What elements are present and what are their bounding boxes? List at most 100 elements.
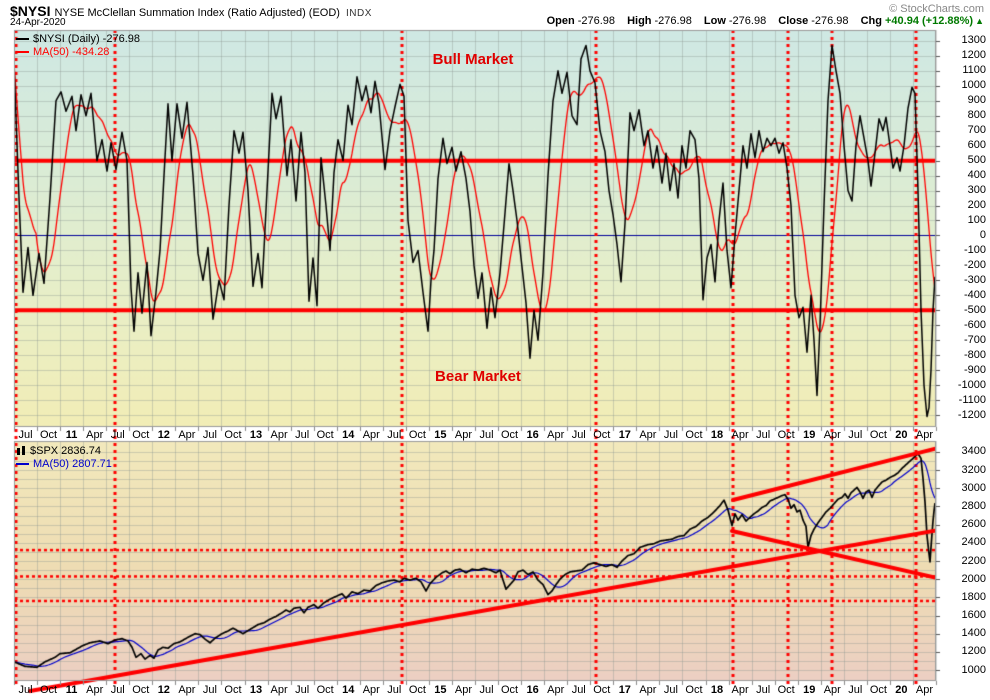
date-tick-label: Jul — [387, 429, 402, 441]
date-tick-label: Oct — [685, 429, 703, 441]
date-tick-label: Apr — [454, 684, 473, 696]
spx-y-tick-label: 2000 — [961, 572, 986, 585]
date-tick-label: Apr — [823, 429, 841, 441]
date-tick-label: Apr — [823, 684, 841, 696]
chart-title: NYSE McClellan Summation Index (Ratio Ad… — [54, 7, 340, 19]
date-tick-label: Apr — [731, 429, 749, 441]
nysi-y-tick-label: -600 — [963, 318, 986, 331]
date-tick-label: Oct — [777, 429, 795, 441]
date-tick-label: 19 — [803, 684, 816, 696]
date-tick-label: Jul — [571, 429, 586, 441]
date-tick-label: Oct — [869, 684, 887, 696]
nysi-y-tick-label: -400 — [963, 288, 986, 301]
exchange-label: INDX — [345, 8, 372, 19]
date-tick-label: Jul — [479, 429, 494, 441]
date-tick-label: Apr — [270, 684, 288, 696]
date-tick-label: Oct — [132, 429, 150, 441]
chart-date: 24-Apr-2020 — [10, 17, 66, 28]
nysi-ma-swatch — [16, 50, 29, 53]
chg-value: +40.94 (+12.88%) — [885, 15, 974, 27]
date-tick-label: Jul — [663, 429, 678, 441]
date-tick-label: 13 — [249, 429, 263, 441]
date-tick-label: 11 — [65, 684, 78, 696]
date-tick-label: Apr — [362, 684, 380, 696]
spx-y-tick-label: 2200 — [961, 554, 986, 567]
date-tick-label: 12 — [157, 684, 170, 696]
date-tick-label: 20 — [895, 429, 908, 441]
date-tick-label: 16 — [526, 684, 539, 696]
ohlc-quote: Open -276.98 High -276.98 Low -276.98 Close… — [538, 15, 984, 27]
nysi-y-tick-label: -100 — [963, 243, 986, 256]
nysi-ma-legend-label: MA(50) -434.28 — [33, 45, 110, 58]
date-tick-label: Jul — [387, 684, 402, 696]
high-label: High — [627, 15, 652, 27]
date-tick-label: Jul — [663, 684, 678, 696]
date-tick-label: Apr — [547, 684, 565, 696]
date-tick-label: 18 — [710, 429, 724, 441]
nysi-y-tick-label: -900 — [963, 363, 986, 376]
nysi-y-tick-label: 0 — [979, 228, 986, 241]
nysi-y-tick-label: -200 — [963, 258, 986, 271]
date-tick-label: Jul — [848, 429, 863, 441]
date-tick-label: Jul — [295, 684, 310, 696]
date-tick-label: 17 — [618, 684, 631, 696]
spx-legend: $SPX 2836.74 MA(50) 2807.71 — [16, 444, 112, 470]
nysi-y-tick-label: 300 — [967, 184, 986, 197]
date-tick-label: Apr — [639, 429, 657, 441]
date-tick-label: Apr — [915, 684, 934, 696]
date-tick-label: Apr — [86, 429, 104, 441]
nysi-y-tick-label: 700 — [967, 124, 986, 137]
date-tick-label: Apr — [178, 429, 196, 441]
spx-y-tick-label: 2600 — [961, 518, 986, 531]
nysi-y-tick-label: -800 — [963, 348, 986, 361]
ticker-symbol: $NYSI — [10, 3, 51, 19]
nysi-y-tick-label: 1200 — [961, 49, 986, 62]
spx-y-tick-label: 2800 — [961, 499, 986, 512]
date-tick-label: Oct — [224, 429, 242, 441]
date-tick-label: Jul — [18, 429, 33, 441]
spx-legend-price-row: $SPX 2836.74 — [16, 444, 112, 457]
date-tick-label: 12 — [157, 429, 170, 441]
nysi-y-tick-label: -1100 — [958, 393, 986, 406]
spx-y-tick-label: 3400 — [961, 445, 986, 458]
date-tick-label: 19 — [803, 429, 816, 441]
date-tick-label: Apr — [915, 429, 934, 441]
date-tick-label: 14 — [342, 429, 355, 441]
nysi-y-tick-label: 900 — [967, 94, 986, 107]
date-tick-label: Oct — [316, 429, 334, 441]
date-tick-label: 18 — [710, 684, 724, 696]
date-tick-label: Jul — [479, 684, 494, 696]
date-tick-label: Jul — [848, 684, 863, 696]
nysi-y-tick-label: 1100 — [962, 64, 986, 77]
date-tick-label: Oct — [316, 684, 334, 696]
spx-ma-swatch — [16, 462, 29, 465]
date-tick-label: Jul — [202, 429, 217, 441]
date-tick-label: Oct — [593, 429, 611, 441]
nysi-y-tick-label: 500 — [967, 154, 986, 167]
date-tick-label: Oct — [777, 684, 795, 696]
date-tick-label: 15 — [434, 429, 447, 441]
date-tick-label: Jul — [18, 684, 33, 696]
nysi-y-tick-label: 100 — [967, 213, 986, 226]
chg-label: Chg — [860, 15, 882, 27]
date-tick-label: Jul — [110, 429, 125, 441]
high-value: -276.98 — [654, 15, 692, 27]
date-tick-label: Oct — [40, 429, 58, 441]
nysi-legend: $NYSI (Daily) -276.98 MA(50) -434.28 — [16, 32, 140, 58]
spx-legend-label: $SPX 2836.74 — [30, 444, 101, 457]
nysi-line-swatch — [16, 37, 29, 40]
bear-market-annotation: Bear Market — [435, 368, 521, 385]
nysi-legend-price-row: $NYSI (Daily) -276.98 — [16, 32, 140, 45]
low-label: Low — [703, 15, 726, 27]
spx-y-tick-label: 2400 — [961, 536, 986, 549]
bull-market-annotation: Bull Market — [432, 51, 514, 68]
date-tick-label: Jul — [571, 684, 586, 696]
date-tick-label: 16 — [526, 429, 539, 441]
nysi-y-tick-label: 1300 — [961, 34, 986, 47]
date-tick-label: 13 — [249, 684, 263, 696]
nysi-y-tick-label: 600 — [967, 139, 986, 152]
date-tick-label: Oct — [408, 429, 426, 441]
date-tick-label: 15 — [434, 684, 447, 696]
